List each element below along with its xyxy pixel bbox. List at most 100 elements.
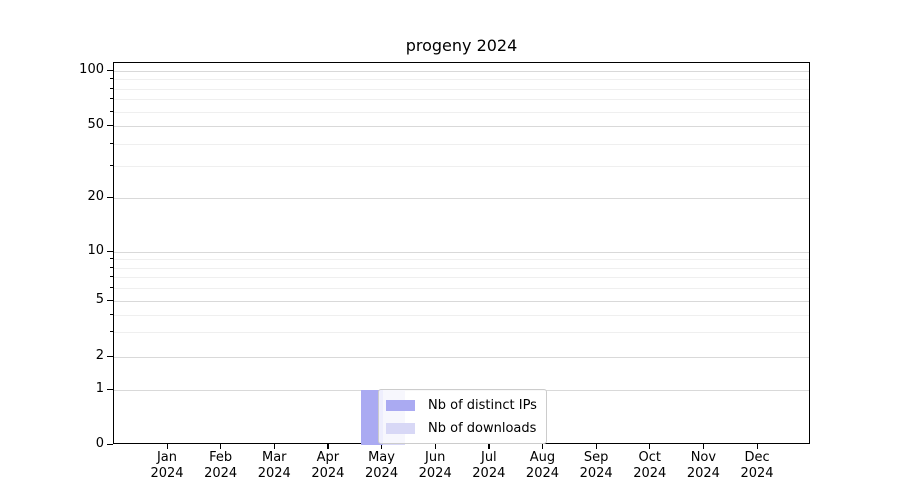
x-axis-tick-label: Sep 2024 [564,450,628,482]
gridline-minor [114,99,809,101]
x-axis-year: 2024 [525,466,560,481]
y-axis-minor-tick [110,165,113,167]
y-axis-tick [107,443,113,445]
gridline-minor [114,143,809,145]
x-axis-year: 2024 [579,466,613,481]
legend-swatch-icon [386,399,415,411]
x-axis-tick [434,444,436,449]
x-axis-month: Dec [744,450,770,465]
gridline-major [114,301,809,302]
y-axis-tick [107,299,113,301]
x-axis-year: 2024 [365,466,399,481]
chart-title: progeny 2024 [405,36,518,55]
x-axis-tick-label: Jul 2024 [457,450,521,482]
gridline-major [114,357,809,358]
y-axis-minor-tick [110,266,113,268]
x-axis-year: 2024 [204,466,238,481]
x-axis-tick [220,444,222,449]
x-axis-tick [649,444,651,449]
gridline-minor [114,277,809,279]
bar-nb-of-distinct-ips-may [360,390,383,445]
gridline-minor [114,166,809,168]
gridline-minor [114,88,809,90]
y-axis-minor-tick [110,258,113,260]
x-axis-tick [595,444,597,449]
x-axis-month: Sep [583,450,609,465]
gridline-major [114,198,809,199]
x-axis-tick [166,444,168,449]
y-axis-tick-label: 0 [95,436,104,451]
legend-entry-label: Nb of distinct IPs [428,397,537,413]
y-axis-minor-tick [110,331,113,333]
gridline-minor [114,111,809,113]
x-axis-tick [488,444,490,449]
x-axis-month: Feb [209,450,233,465]
y-axis-minor-tick [110,287,113,289]
x-axis-tick [756,444,758,449]
x-axis-year: 2024 [472,466,506,481]
gridline-minor [114,267,809,269]
x-axis-year: 2024 [740,466,774,481]
y-axis-tick-label: 100 [79,62,104,77]
y-axis-tick-label: 5 [95,292,104,307]
y-axis-minor-tick [110,78,113,80]
x-axis-month: Aug [529,450,556,465]
y-axis-minor-tick [110,98,113,100]
x-axis-tick [541,444,544,449]
x-axis-tick-label: Jun 2024 [403,450,467,482]
gridline-major [114,252,809,253]
x-axis-month: May [368,450,395,465]
x-axis-month: Mar [262,450,287,465]
legend-swatch-icon [386,422,415,434]
plot-area [113,62,810,445]
gridline-minor [114,332,809,334]
legend-entry: Nb of distinct IPs [386,395,537,415]
legend: Nb of distinct IPs Nb of downloads [378,389,547,444]
x-axis-tick-label: Mar 2024 [242,450,306,482]
gridline-minor [114,288,809,290]
x-axis-year: 2024 [633,466,667,481]
x-axis-tick-label: May 2024 [350,450,414,482]
x-axis-month: Nov [690,450,717,465]
y-axis-tick-label: 2 [95,348,104,363]
x-axis-tick [273,444,275,449]
x-axis-tick [702,444,705,449]
y-axis-tick-label: 10 [87,243,104,258]
x-axis-month: Jan [156,450,178,465]
x-axis-tick-label: Aug 2024 [510,450,574,482]
x-axis-tick-label: Nov 2024 [671,450,735,482]
y-axis-tick-label: 50 [87,117,104,132]
y-axis-tick [107,69,113,71]
x-axis-year: 2024 [418,466,452,481]
legend-entry-label: Nb of downloads [428,420,537,436]
y-axis-minor-tick [110,110,113,112]
gridline-minor [114,259,809,261]
gridline-major [114,126,809,127]
x-axis-tick [327,444,329,449]
gridline-minor [114,314,809,316]
y-axis-tick [107,196,113,198]
y-axis-tick [107,355,113,357]
x-axis-tick-label: Apr 2024 [296,450,360,482]
y-axis-tick [107,250,113,252]
x-axis-tick-label: Feb 2024 [189,450,253,482]
x-axis-year: 2024 [257,466,291,481]
x-axis-year: 2024 [686,466,720,481]
x-axis-month: Apr [316,450,340,465]
y-axis-minor-tick [110,276,113,278]
x-axis-tick-label: Oct 2024 [618,450,682,482]
x-axis-year: 2024 [150,466,184,481]
gridline-major [114,71,809,72]
x-axis-tick-label: Dec 2024 [725,450,789,482]
y-axis-tick [107,388,113,390]
y-axis-tick-label: 20 [87,189,104,204]
legend-entry: Nb of downloads [386,418,537,438]
y-axis-tick [107,124,113,126]
y-axis-minor-tick [110,313,113,315]
x-axis-month: Jun [425,450,446,465]
x-axis-month: Jul [480,450,497,465]
x-axis-tick-label: Jan 2024 [135,450,199,482]
y-axis-minor-tick [110,142,113,144]
gridline-minor [114,79,809,81]
